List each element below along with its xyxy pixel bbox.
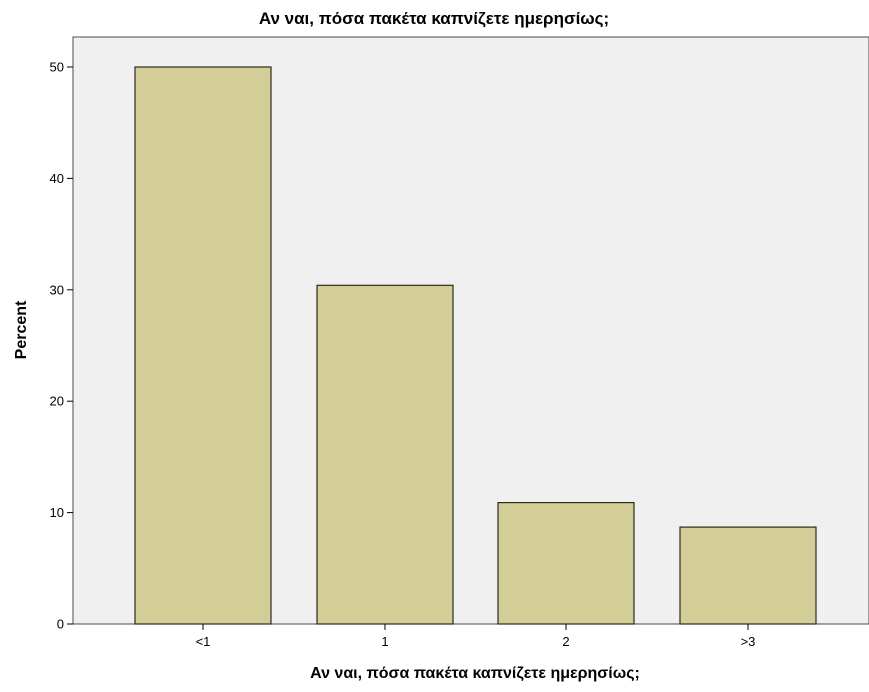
y-tick-label: 0 bbox=[57, 617, 64, 632]
y-tick-label: 40 bbox=[50, 171, 64, 186]
chart-title: Αν ναι, πόσα πακέτα καπνίζετε ημερησίως; bbox=[259, 9, 609, 28]
bar-3 bbox=[497, 502, 635, 625]
x-tick-label: 2 bbox=[562, 634, 569, 649]
x-tick-label: 1 bbox=[381, 634, 388, 649]
y-tick-label: 10 bbox=[50, 505, 64, 520]
x-tick-label: >3 bbox=[741, 634, 756, 649]
y-axis-label: Percent bbox=[13, 300, 30, 359]
bar-2 bbox=[316, 284, 454, 625]
x-tick-label: <1 bbox=[196, 634, 211, 649]
bar-4 bbox=[679, 526, 817, 625]
bar-1 bbox=[134, 66, 272, 625]
x-axis-label: Αν ναι, πόσα πακέτα καπνίζετε ημερησίως; bbox=[310, 665, 640, 682]
y-tick-label: 20 bbox=[50, 394, 64, 409]
y-tick-label: 50 bbox=[50, 60, 64, 75]
y-tick-label: 30 bbox=[50, 282, 64, 297]
